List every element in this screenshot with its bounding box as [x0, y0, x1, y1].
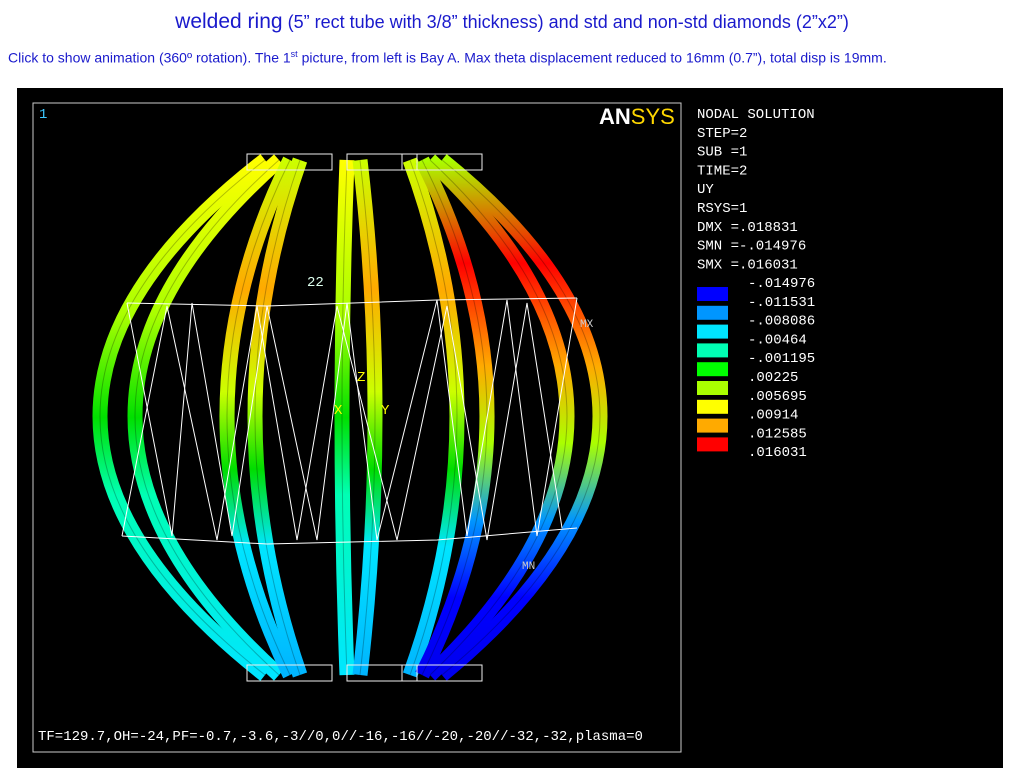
ring — [247, 157, 308, 678]
ring — [334, 159, 355, 676]
ring-edge — [409, 159, 458, 676]
window-number: 1 — [39, 107, 47, 123]
legend-label: .005695 — [748, 389, 807, 405]
subtitle[interactable]: Click to show animation (360º rotation).… — [8, 44, 1020, 68]
ring-edge — [359, 159, 376, 676]
axis-x: X — [334, 403, 343, 419]
ring — [92, 154, 270, 681]
legend-swatch — [697, 362, 728, 377]
logo-an: AN — [599, 104, 631, 129]
frame — [32, 102, 682, 753]
ring — [219, 156, 297, 679]
ring-group — [92, 153, 608, 682]
info-line: TIME=2 — [697, 163, 747, 179]
ring-edge — [341, 159, 348, 676]
legend-swatch — [697, 381, 728, 395]
diamond-lattice — [121, 297, 578, 545]
max-marker: MX — [580, 319, 594, 331]
info-line: STEP=2 — [697, 126, 747, 142]
legend-swatch — [697, 305, 728, 320]
clamp — [346, 664, 418, 682]
ring-edge — [254, 159, 301, 676]
background — [17, 88, 1003, 768]
legend-label: -.008086 — [748, 314, 815, 330]
info-line: SMX =.016031 — [697, 257, 798, 273]
title-main: welded ring — [175, 10, 283, 33]
logo: ANSYS — [599, 104, 675, 129]
ring — [402, 157, 465, 678]
ring-edge — [134, 159, 280, 676]
legend-label: .016031 — [748, 445, 807, 461]
info-line: SUB =1 — [697, 145, 747, 161]
info-line: UY — [697, 182, 714, 198]
info-line: DMX =.018831 — [697, 220, 798, 236]
legend-label: -.011531 — [748, 295, 815, 311]
axis-y: Y — [381, 403, 390, 419]
clamp — [401, 664, 483, 682]
logo-sys: SYS — [631, 104, 675, 129]
min-marker: MN — [522, 561, 535, 573]
subtitle-text: picture, from left is Bay A. Max theta d… — [297, 49, 887, 66]
superscript: st — [290, 49, 298, 59]
title: welded ring (5” rect tube with 3/8” thic… — [0, 10, 1024, 34]
legend-label: .00225 — [748, 370, 798, 386]
info-line: NODAL SOLUTION — [697, 107, 815, 123]
legend: -.014976 -.011531 -.008086 -.00464 -.001195.… — [697, 276, 815, 461]
ring-edge — [226, 159, 291, 676]
legend-swatch — [697, 399, 728, 414]
legend-label: .012585 — [748, 426, 807, 442]
legend-label: -.001195 — [748, 351, 815, 367]
legend-swatch — [697, 437, 728, 452]
legend-label: -.014976 — [748, 276, 815, 292]
legend-label: -.00464 — [748, 332, 807, 348]
axis-z: Z — [357, 370, 365, 386]
info-line: RSYS=1 — [697, 201, 747, 217]
legend-swatch — [697, 343, 728, 358]
footer-text: TF=129.7,OH=-24,PF=-0.7,-3.6,-3//0,0//-1… — [38, 729, 643, 745]
info-line: SMN =-.014976 — [697, 239, 806, 255]
legend-swatch — [697, 324, 728, 339]
clamp — [246, 153, 333, 171]
ring-edge — [99, 159, 266, 676]
legend-label: .00914 — [748, 408, 798, 424]
clamp — [246, 664, 333, 682]
info-block: NODAL SOLUTION STEP=2 SUB =1 TIME=2 UY RSYS=1… — [697, 107, 815, 273]
title-detail: (5” rect tube with 3/8” thickness) and s… — [287, 12, 849, 32]
ansys-plot[interactable]: 1 ANSYS 22 Z X Y MX MN NODAL SOLUTION STE… — [17, 88, 1003, 768]
ring-edge — [441, 159, 601, 676]
ring — [352, 159, 383, 676]
node-label: 22 — [307, 275, 324, 291]
clamp — [401, 153, 483, 171]
ring-edge — [429, 159, 568, 676]
legend-swatch — [697, 287, 728, 301]
legend-swatch — [697, 418, 728, 433]
clamp — [346, 153, 418, 171]
subtitle-text: Click to show animation (360º rotation).… — [8, 49, 291, 66]
ring — [127, 154, 285, 681]
ring — [424, 154, 575, 681]
ring — [437, 154, 608, 681]
